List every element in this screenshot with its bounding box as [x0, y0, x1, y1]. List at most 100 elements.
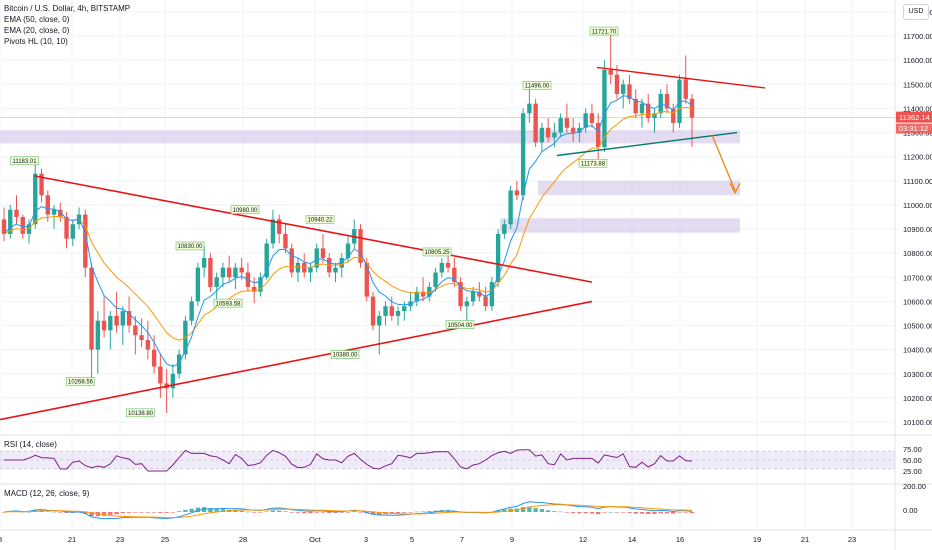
time-tick-label: 16	[676, 535, 684, 544]
candle-body	[51, 209, 57, 215]
indicator-ema50[interactable]: EMA (50, close, 0)	[4, 15, 70, 24]
macd-histogram-bar	[345, 512, 351, 513]
macd-histogram-bar	[377, 512, 382, 515]
demand-zone	[500, 218, 740, 233]
ema50-line	[3, 106, 693, 341]
pivot-label: 10504.00	[447, 323, 473, 329]
candle-body	[101, 320, 107, 331]
macd-histogram-bar	[558, 511, 563, 513]
countdown-tag	[896, 123, 932, 134]
candle-body	[33, 173, 38, 225]
time-tick-label: 19	[753, 535, 761, 544]
candle-body	[458, 282, 463, 307]
rsi-line	[4, 449, 693, 472]
candle-body	[395, 311, 401, 316]
time-tick-label: 5	[410, 535, 414, 544]
price-tick-label: 10800.00	[903, 249, 932, 258]
candle-body	[364, 262, 369, 297]
candle-body	[270, 219, 276, 244]
pivot-label-box	[213, 298, 243, 308]
rsi-tick-label: 75.00	[903, 445, 922, 454]
candle-body	[83, 214, 88, 268]
macd-histogram-bar	[176, 511, 182, 512]
macd-histogram-bar	[151, 512, 157, 513]
candle-body	[195, 267, 201, 302]
candle-body	[652, 113, 657, 119]
price-tick-label: 10400.00	[903, 346, 932, 355]
macd-histogram-bar	[664, 512, 670, 514]
macd-histogram-bar	[170, 512, 176, 513]
candle-body	[564, 118, 570, 128]
price-tick-label: 11200.00	[903, 153, 932, 162]
currency-button[interactable]: USD	[903, 4, 929, 20]
candle-body	[539, 127, 545, 143]
candle-body	[333, 267, 338, 273]
candle-body	[158, 366, 163, 384]
candle-body	[358, 229, 363, 263]
pivot-label: 10980.00	[232, 208, 258, 214]
time-tick-label: 23	[848, 535, 856, 544]
time-tick-label: 28	[239, 535, 247, 544]
candle-body	[208, 258, 213, 287]
macd-histogram-bar	[652, 512, 657, 514]
candle-body	[621, 84, 626, 94]
indicator-pivots[interactable]: Pivots HL (10, 10)	[4, 37, 68, 46]
macd-tick-label: 200.00	[903, 482, 926, 491]
candle-body	[658, 94, 663, 114]
macd-histogram-bar	[333, 512, 338, 513]
candle-body	[370, 296, 376, 326]
price-tick-label: 10300.00	[903, 370, 932, 379]
macd-histogram-bar	[533, 508, 538, 512]
macd-histogram-bar	[408, 512, 413, 513]
candle-body	[176, 354, 182, 374]
macd-histogram-bar	[520, 507, 526, 512]
pivot-label: 11721.70	[592, 29, 617, 35]
supply-zone	[538, 180, 740, 196]
pivot-label: 11173.88	[581, 161, 606, 167]
candle-body	[314, 248, 319, 268]
candle-body	[277, 219, 282, 234]
candle-body	[614, 74, 620, 94]
pivot-label-box	[522, 81, 552, 90]
macd-histogram-bar	[646, 512, 651, 514]
candle-body	[602, 69, 607, 148]
upper-trendline	[34, 175, 593, 283]
candle-body	[201, 258, 207, 268]
rsi-tick-label: 50.00	[903, 456, 922, 465]
lower-trendline	[0, 300, 593, 421]
indicator-ema20[interactable]: EMA (20, close, 0)	[4, 26, 70, 35]
candle-body	[527, 103, 532, 114]
macd-histogram-bar	[427, 511, 432, 512]
time-tick-label: 12	[579, 535, 587, 544]
candle-body	[427, 286, 432, 297]
candle-body	[633, 98, 638, 114]
macd-histogram-bar	[183, 509, 188, 512]
candle-body	[595, 122, 601, 148]
candle-body	[8, 209, 13, 234]
macd-histogram-bar	[639, 512, 645, 514]
macd-label[interactable]: MACD (12, 26, close, 9)	[4, 489, 90, 498]
macd-histogram-bar	[83, 512, 88, 514]
projection-arrow	[711, 134, 736, 191]
pivot-label: 11496.00	[525, 84, 550, 90]
pivot-label-box	[66, 377, 95, 386]
macd-histogram-bar	[658, 512, 663, 514]
pivot-label: 11183.01	[12, 159, 37, 165]
rsi-label[interactable]: RSI (14, close)	[4, 440, 57, 449]
macd-histogram-bar	[433, 510, 438, 512]
symbol-title[interactable]: Bitcoin / U.S. Dollar, 4h, BITSTAMP	[4, 4, 131, 13]
time-tick-label: 7	[460, 535, 464, 544]
price-tick-label: 11500.00	[903, 80, 932, 89]
candle-body	[264, 243, 269, 278]
candle-body	[345, 243, 351, 258]
candle-body	[646, 103, 651, 119]
candle-body	[320, 248, 326, 258]
macd-tick-label: 0.00	[903, 506, 918, 515]
macd-histogram-bar	[270, 510, 276, 512]
candle-body	[558, 118, 563, 133]
candle-body	[545, 127, 551, 138]
macd-histogram-bar	[314, 512, 319, 513]
macd-histogram-bar	[577, 512, 582, 514]
candle-body	[170, 373, 176, 389]
